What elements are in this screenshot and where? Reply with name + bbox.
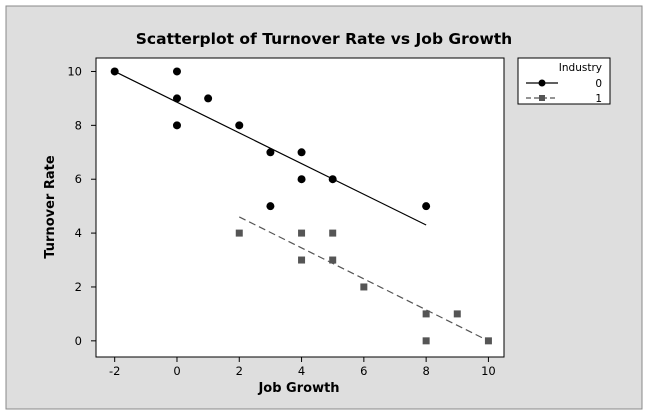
legend: Industry 01: [517, 57, 611, 105]
legend-entries: 01: [526, 78, 602, 105]
legend-marker-series-0: [538, 79, 546, 87]
point-series-1: [453, 310, 461, 318]
point-series-0: [204, 94, 213, 103]
legend-box: [517, 57, 611, 105]
fit-lines: [114, 70, 489, 342]
point-series-1: [360, 283, 368, 291]
y-tick-label: 2: [75, 280, 82, 294]
point-series-0: [172, 121, 181, 130]
point-series-0: [172, 94, 181, 103]
x-tick-label: 0: [173, 364, 180, 378]
x-tick-label: 8: [422, 364, 429, 378]
y-tick-label: 4: [75, 226, 82, 240]
y-tick-label: 0: [75, 334, 82, 348]
point-series-0: [297, 148, 306, 157]
point-series-0: [422, 202, 431, 211]
y-tick-label: 6: [75, 172, 82, 186]
fit-line-series-0: [114, 70, 427, 226]
chart-title: Scatterplot of Turnover Rate vs Job Grow…: [136, 30, 512, 48]
point-series-1: [235, 229, 243, 237]
point-series-1: [298, 256, 306, 264]
point-series-0: [328, 175, 337, 184]
y-axis-label: Turnover Rate: [43, 155, 58, 259]
point-series-1: [329, 229, 337, 237]
legend-title: Industry: [559, 62, 602, 74]
legend-marker-series-1: [539, 95, 545, 101]
point-series-1: [329, 256, 337, 264]
point-series-1: [298, 229, 306, 237]
y-tick-label: 10: [67, 64, 82, 78]
plot-area: [95, 57, 505, 358]
x-tick-label: 6: [360, 364, 367, 378]
point-series-0: [266, 148, 275, 157]
x-axis-label: Job Growth: [257, 381, 339, 396]
legend-label-series-0: 0: [595, 78, 602, 90]
x-tick-label: -2: [109, 364, 120, 378]
y-tick-label: 8: [75, 118, 82, 132]
point-series-0: [297, 175, 306, 184]
x-tick-label: 4: [298, 364, 305, 378]
data-markers: [110, 67, 492, 345]
fit-line-series-1: [239, 216, 489, 342]
point-series-0: [172, 67, 181, 76]
point-series-1: [484, 337, 492, 345]
point-series-0: [266, 202, 275, 211]
point-series-0: [110, 67, 119, 76]
legend-label-series-1: 1: [595, 93, 602, 105]
x-axis: -2 0 2 4 6 8 10: [109, 357, 496, 378]
point-series-1: [422, 337, 430, 345]
x-tick-label: 2: [236, 364, 243, 378]
point-series-1: [422, 310, 430, 318]
y-axis: 0 2 4 6 8 10: [67, 64, 96, 348]
x-tick-label: 10: [481, 364, 496, 378]
point-series-0: [235, 121, 244, 130]
